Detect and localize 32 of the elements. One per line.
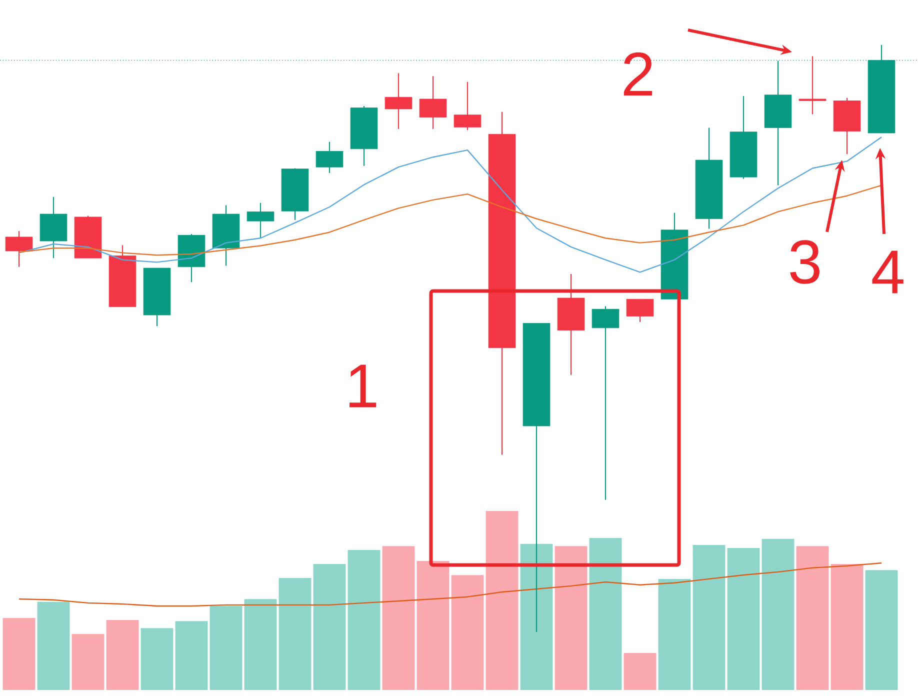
candlestick [592,306,620,500]
bar [106,620,139,690]
bar [486,511,518,690]
bar [140,628,174,690]
bar [589,538,622,690]
bar [451,575,484,690]
bar [2,618,36,690]
bar [796,546,829,690]
bar [348,550,380,690]
bar [830,564,864,690]
bar [554,546,588,690]
bar [37,602,70,690]
annotation: 4 [872,250,904,294]
candlestick [798,56,826,115]
bar [313,564,346,690]
bar [520,544,553,690]
bar [865,570,898,690]
bar [382,546,415,690]
bar [175,621,208,690]
annotation: 1 [350,364,376,408]
bar [624,652,656,690]
bar [210,606,242,690]
bar [72,634,104,690]
bar [658,579,691,690]
annotation: 2 [624,52,652,96]
annotation: 3 [790,240,820,284]
bar [762,538,794,690]
bar [278,578,312,690]
bar [692,545,726,690]
bar [244,599,277,690]
bar [727,548,760,690]
bar [416,560,450,690]
